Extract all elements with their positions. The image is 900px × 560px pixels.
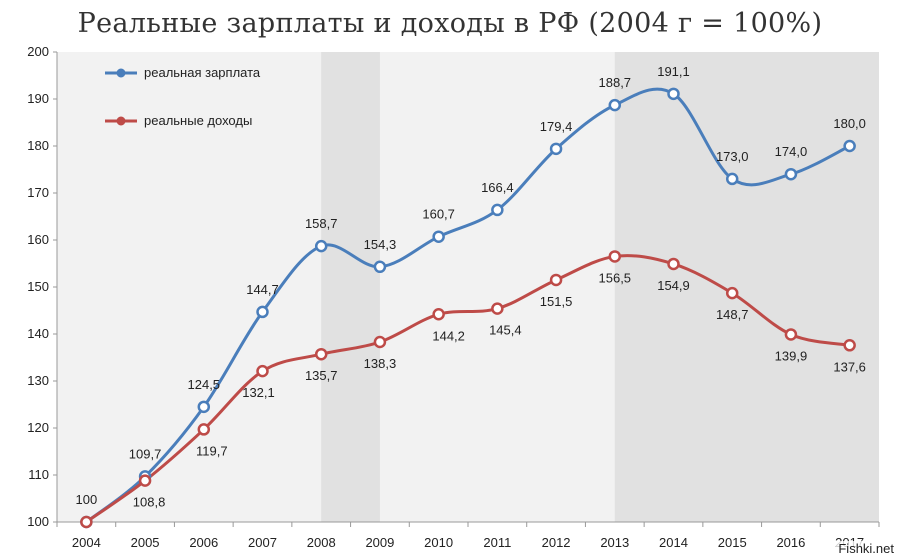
data-label: 154,3 bbox=[364, 237, 397, 252]
data-point bbox=[256, 305, 269, 319]
data-label: 156,5 bbox=[599, 270, 632, 285]
data-label: 148,7 bbox=[716, 307, 749, 322]
data-label: 109,7 bbox=[129, 446, 162, 461]
data-point bbox=[432, 230, 445, 243]
data-point bbox=[608, 98, 622, 112]
y-tick-label: 190 bbox=[27, 91, 49, 106]
legend-marker bbox=[116, 68, 126, 78]
data-point bbox=[784, 167, 798, 181]
x-tick-label: 2006 bbox=[189, 535, 218, 550]
series-line bbox=[85, 87, 851, 524]
y-tick-label: 170 bbox=[27, 185, 49, 200]
data-label: 160,7 bbox=[422, 207, 455, 222]
data-point bbox=[256, 364, 269, 378]
x-tick-label: 2013 bbox=[600, 535, 629, 550]
data-label: 144,7 bbox=[246, 282, 279, 297]
x-tick-label: 2004 bbox=[72, 535, 101, 550]
data-label: 180,0 bbox=[833, 116, 866, 131]
x-tick-label: 2016 bbox=[776, 535, 805, 550]
y-tick-label: 140 bbox=[27, 326, 49, 341]
data-label: 138,3 bbox=[364, 356, 397, 371]
data-label: 191,1 bbox=[657, 64, 690, 79]
data-point bbox=[197, 423, 211, 436]
data-label: 108,8 bbox=[133, 495, 166, 510]
shaded-period bbox=[614, 52, 879, 522]
legend-label: реальная зарплата bbox=[144, 65, 261, 80]
x-tick-label: 2007 bbox=[248, 535, 277, 550]
data-label: 132,1 bbox=[242, 385, 275, 400]
data-point bbox=[608, 250, 622, 263]
data-label: 145,4 bbox=[489, 323, 522, 338]
y-tick-label: 150 bbox=[27, 279, 49, 294]
data-point bbox=[725, 286, 739, 300]
shaded-period bbox=[321, 52, 380, 522]
data-point bbox=[725, 172, 739, 186]
data-label: 100 bbox=[76, 492, 98, 507]
x-tick-label: 2008 bbox=[307, 535, 336, 550]
y-tick-label: 130 bbox=[27, 373, 49, 388]
data-point bbox=[784, 328, 798, 341]
y-tick-label: 200 bbox=[27, 44, 49, 59]
data-label: 158,7 bbox=[305, 216, 338, 231]
x-tick-label: 2011 bbox=[483, 535, 511, 550]
data-label: 151,5 bbox=[540, 294, 573, 309]
data-label: 119,7 bbox=[196, 443, 228, 458]
data-label: 137,6 bbox=[833, 359, 866, 374]
data-point bbox=[667, 257, 680, 271]
y-tick-label: 180 bbox=[27, 138, 49, 153]
data-label: 179,4 bbox=[540, 119, 573, 134]
x-tick-label: 2015 bbox=[718, 535, 747, 550]
watermark: Fishki.net bbox=[836, 541, 896, 556]
data-label: 124,5 bbox=[188, 377, 221, 392]
data-point bbox=[843, 339, 856, 352]
data-point bbox=[314, 347, 328, 361]
x-tick-label: 2010 bbox=[424, 535, 453, 550]
data-point bbox=[373, 335, 387, 349]
x-tick-label: 2005 bbox=[131, 535, 160, 550]
data-label: 174,0 bbox=[775, 144, 808, 159]
data-label: 173,0 bbox=[716, 149, 749, 164]
y-tick-label: 110 bbox=[28, 467, 49, 482]
legend-marker bbox=[116, 116, 126, 126]
data-point bbox=[549, 142, 563, 156]
data-label: 166,4 bbox=[481, 180, 514, 195]
data-point bbox=[549, 273, 563, 287]
y-tick-label: 120 bbox=[27, 420, 49, 435]
y-tick-label: 100 bbox=[27, 514, 49, 529]
data-point bbox=[491, 203, 504, 217]
data-point bbox=[491, 302, 504, 315]
data-point bbox=[314, 239, 328, 253]
data-point bbox=[843, 139, 856, 153]
data-point bbox=[667, 87, 680, 101]
legend-label: реальные доходы bbox=[144, 113, 252, 128]
data-point bbox=[432, 308, 445, 321]
data-point bbox=[80, 515, 93, 529]
x-tick-label: 2009 bbox=[365, 535, 394, 550]
x-tick-label: 2014 bbox=[659, 535, 688, 550]
data-label: 188,7 bbox=[599, 75, 632, 90]
data-point bbox=[197, 400, 211, 414]
data-label: 154,9 bbox=[657, 278, 690, 293]
data-label: 135,7 bbox=[305, 368, 338, 383]
data-point bbox=[373, 260, 387, 274]
data-label: 139,9 bbox=[775, 348, 808, 363]
data-point bbox=[138, 474, 152, 487]
x-tick-label: 2012 bbox=[542, 535, 571, 550]
chart-title: Реальные зарплаты и доходы в РФ (2004 г … bbox=[77, 8, 823, 39]
data-label: 144,2 bbox=[432, 328, 465, 343]
y-tick-label: 160 bbox=[27, 232, 49, 247]
